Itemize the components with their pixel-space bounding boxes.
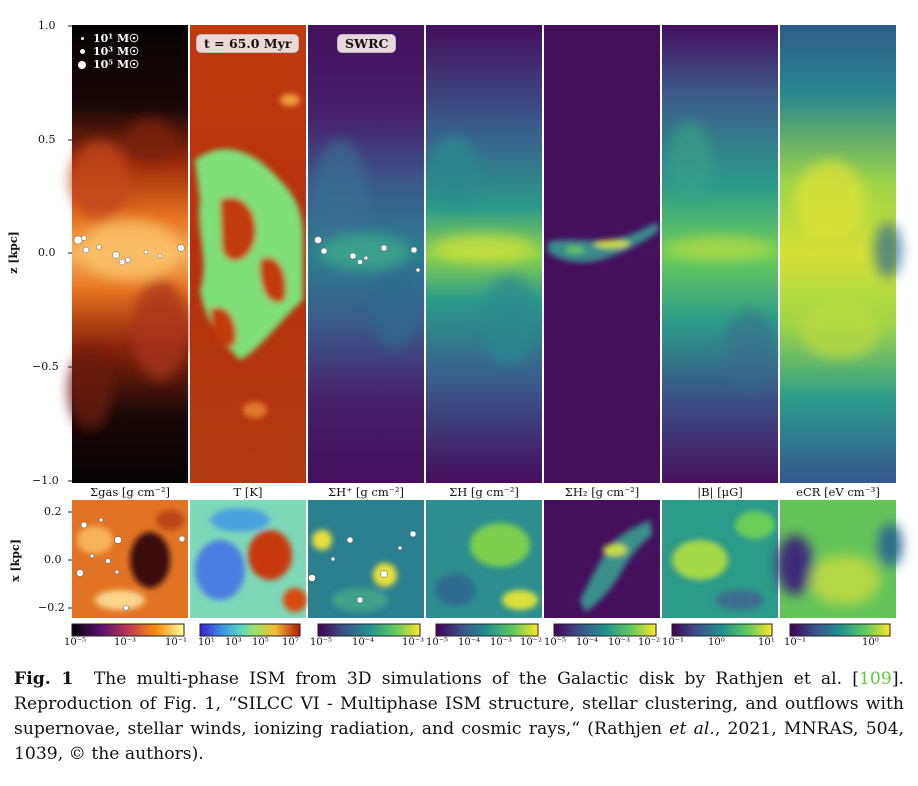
quantity-label-neutral-hydrogen: ΣH [g cm⁻²] bbox=[449, 485, 519, 499]
colorbar-tick: 10⁻² bbox=[520, 637, 543, 648]
mass-legend: 10¹ M☉ 10³ M☉ 10⁵ M☉ bbox=[78, 32, 139, 71]
panel-molecular-hydrogen-face-on bbox=[544, 500, 660, 618]
colorbars bbox=[71, 623, 891, 637]
z-tick-label: −0.5 bbox=[32, 360, 59, 373]
colorbar-tick: 10³ bbox=[225, 637, 242, 648]
z-tick-label: 0.0 bbox=[38, 246, 56, 259]
caption-text-1: The multi-phase ISM from 3D simulations … bbox=[93, 669, 859, 689]
z-tick-label: 1.0 bbox=[38, 19, 56, 32]
colorbar-tick: 10⁻⁵ bbox=[426, 637, 449, 648]
colorbar-tick: 10⁻¹ bbox=[662, 637, 685, 648]
colorbar-tick: 10⁻² bbox=[638, 637, 661, 648]
panel-ionized-hydrogen-edge-on bbox=[308, 25, 424, 483]
quantity-label-gas: Σgas [g cm⁻²] bbox=[90, 485, 170, 499]
simulation-panels bbox=[68, 25, 902, 637]
colorbar-tick: 10⁻³ bbox=[114, 637, 137, 648]
figure-caption: Fig. 1 The multi-phase ISM from 3D simul… bbox=[14, 667, 904, 767]
panel-cosmic-ray-energy-edge-on bbox=[780, 25, 902, 483]
legend-entry-small: 10¹ M☉ bbox=[93, 32, 139, 45]
x-tick-label: 0.0 bbox=[44, 553, 62, 566]
colorbar-tick: 10¹ bbox=[198, 637, 215, 648]
panel-gas-density-edge-on bbox=[68, 25, 188, 483]
colorbar-tick: 10⁻¹ bbox=[165, 637, 188, 648]
panel-gas-density-face-on bbox=[72, 500, 188, 618]
figure-label: Fig. 1 bbox=[14, 669, 74, 689]
time-tag: t = 65.0 Myr bbox=[196, 34, 300, 53]
x-tick-label: 0.2 bbox=[44, 505, 62, 518]
star-cluster-markers-bottom bbox=[76, 517, 417, 611]
colorbar-tick: 10⁰ bbox=[708, 637, 725, 648]
legend-entry-large: 10⁵ M☉ bbox=[93, 58, 139, 71]
colorbar-tick: 10⁻³ bbox=[402, 637, 425, 648]
panel-ionized-hydrogen-face-on bbox=[308, 500, 424, 618]
colorbar-tick: 10⁰ bbox=[862, 637, 879, 648]
colorbar-tick: 10⁻⁵ bbox=[544, 637, 567, 648]
legend-entry-medium: 10³ M☉ bbox=[93, 45, 139, 58]
caption-text-2: ]. Reproduction of Fig. 1, “SILCC VI - M… bbox=[14, 669, 904, 739]
colorbar-tick: 10⁻⁴ bbox=[352, 637, 375, 648]
z-tick-label: −1.0 bbox=[32, 474, 59, 487]
panel-magnetic-field-face-on bbox=[662, 500, 778, 618]
colorbar-tick: 10⁻³ bbox=[490, 637, 513, 648]
colorbar-tick: 10⁻⁵ bbox=[310, 637, 333, 648]
panel-cosmic-ray-energy-face-on bbox=[777, 500, 902, 618]
panel-molecular-hydrogen-edge-on bbox=[544, 25, 660, 483]
star-cluster-markers-top bbox=[73, 235, 421, 273]
colorbar-tick: 10⁻⁴ bbox=[458, 637, 481, 648]
reference-link[interactable]: 109 bbox=[859, 669, 892, 689]
quantity-label-magnetic-field: |B| [μG] bbox=[697, 485, 743, 499]
quantity-label-molecular-hydrogen: ΣH₂ [g cm⁻²] bbox=[564, 485, 640, 499]
panel-neutral-hydrogen-face-on bbox=[426, 500, 542, 618]
colorbar-tick: 10⁻³ bbox=[608, 637, 631, 648]
colorbar-tick: 10⁵ bbox=[252, 637, 269, 648]
x-axis-title: x [kpc] bbox=[8, 539, 22, 582]
colorbar-tick: 10¹ bbox=[758, 637, 775, 648]
z-axis-ticks bbox=[68, 25, 72, 609]
panel-temperature-edge-on bbox=[190, 25, 306, 483]
caption-italic: et al. bbox=[669, 719, 715, 739]
panel-magnetic-field-edge-on bbox=[662, 25, 778, 483]
multiphase-ism-figure: 10¹ M☉ 10³ M☉ 10⁵ M☉ t = 65.0 Myr SWRC 1… bbox=[6, 19, 902, 648]
colorbar-tick: 10⁻⁵ bbox=[64, 637, 87, 648]
z-axis-title: z [kpc] bbox=[6, 231, 20, 274]
z-tick-label: 0.5 bbox=[38, 133, 56, 146]
panel-neutral-hydrogen-edge-on bbox=[426, 25, 542, 483]
model-tag: SWRC bbox=[337, 34, 397, 53]
panel-temperature-face-on bbox=[190, 500, 307, 618]
colorbar-tick: 10⁻⁴ bbox=[576, 637, 599, 648]
caption-text-3: , 2021, MNRAS, 504, 1039, © the authors)… bbox=[14, 719, 905, 764]
colorbar-tick: 10⁷ bbox=[282, 637, 299, 648]
quantity-label-temperature: T [K] bbox=[233, 485, 263, 499]
colorbar-tick: 10⁻¹ bbox=[784, 637, 807, 648]
x-tick-label: −0.2 bbox=[38, 601, 65, 614]
quantity-label-cosmic-rays: eCR [eV cm⁻³] bbox=[796, 485, 880, 499]
quantity-label-ionized-hydrogen: ΣH⁺ [g cm⁻²] bbox=[328, 485, 404, 499]
